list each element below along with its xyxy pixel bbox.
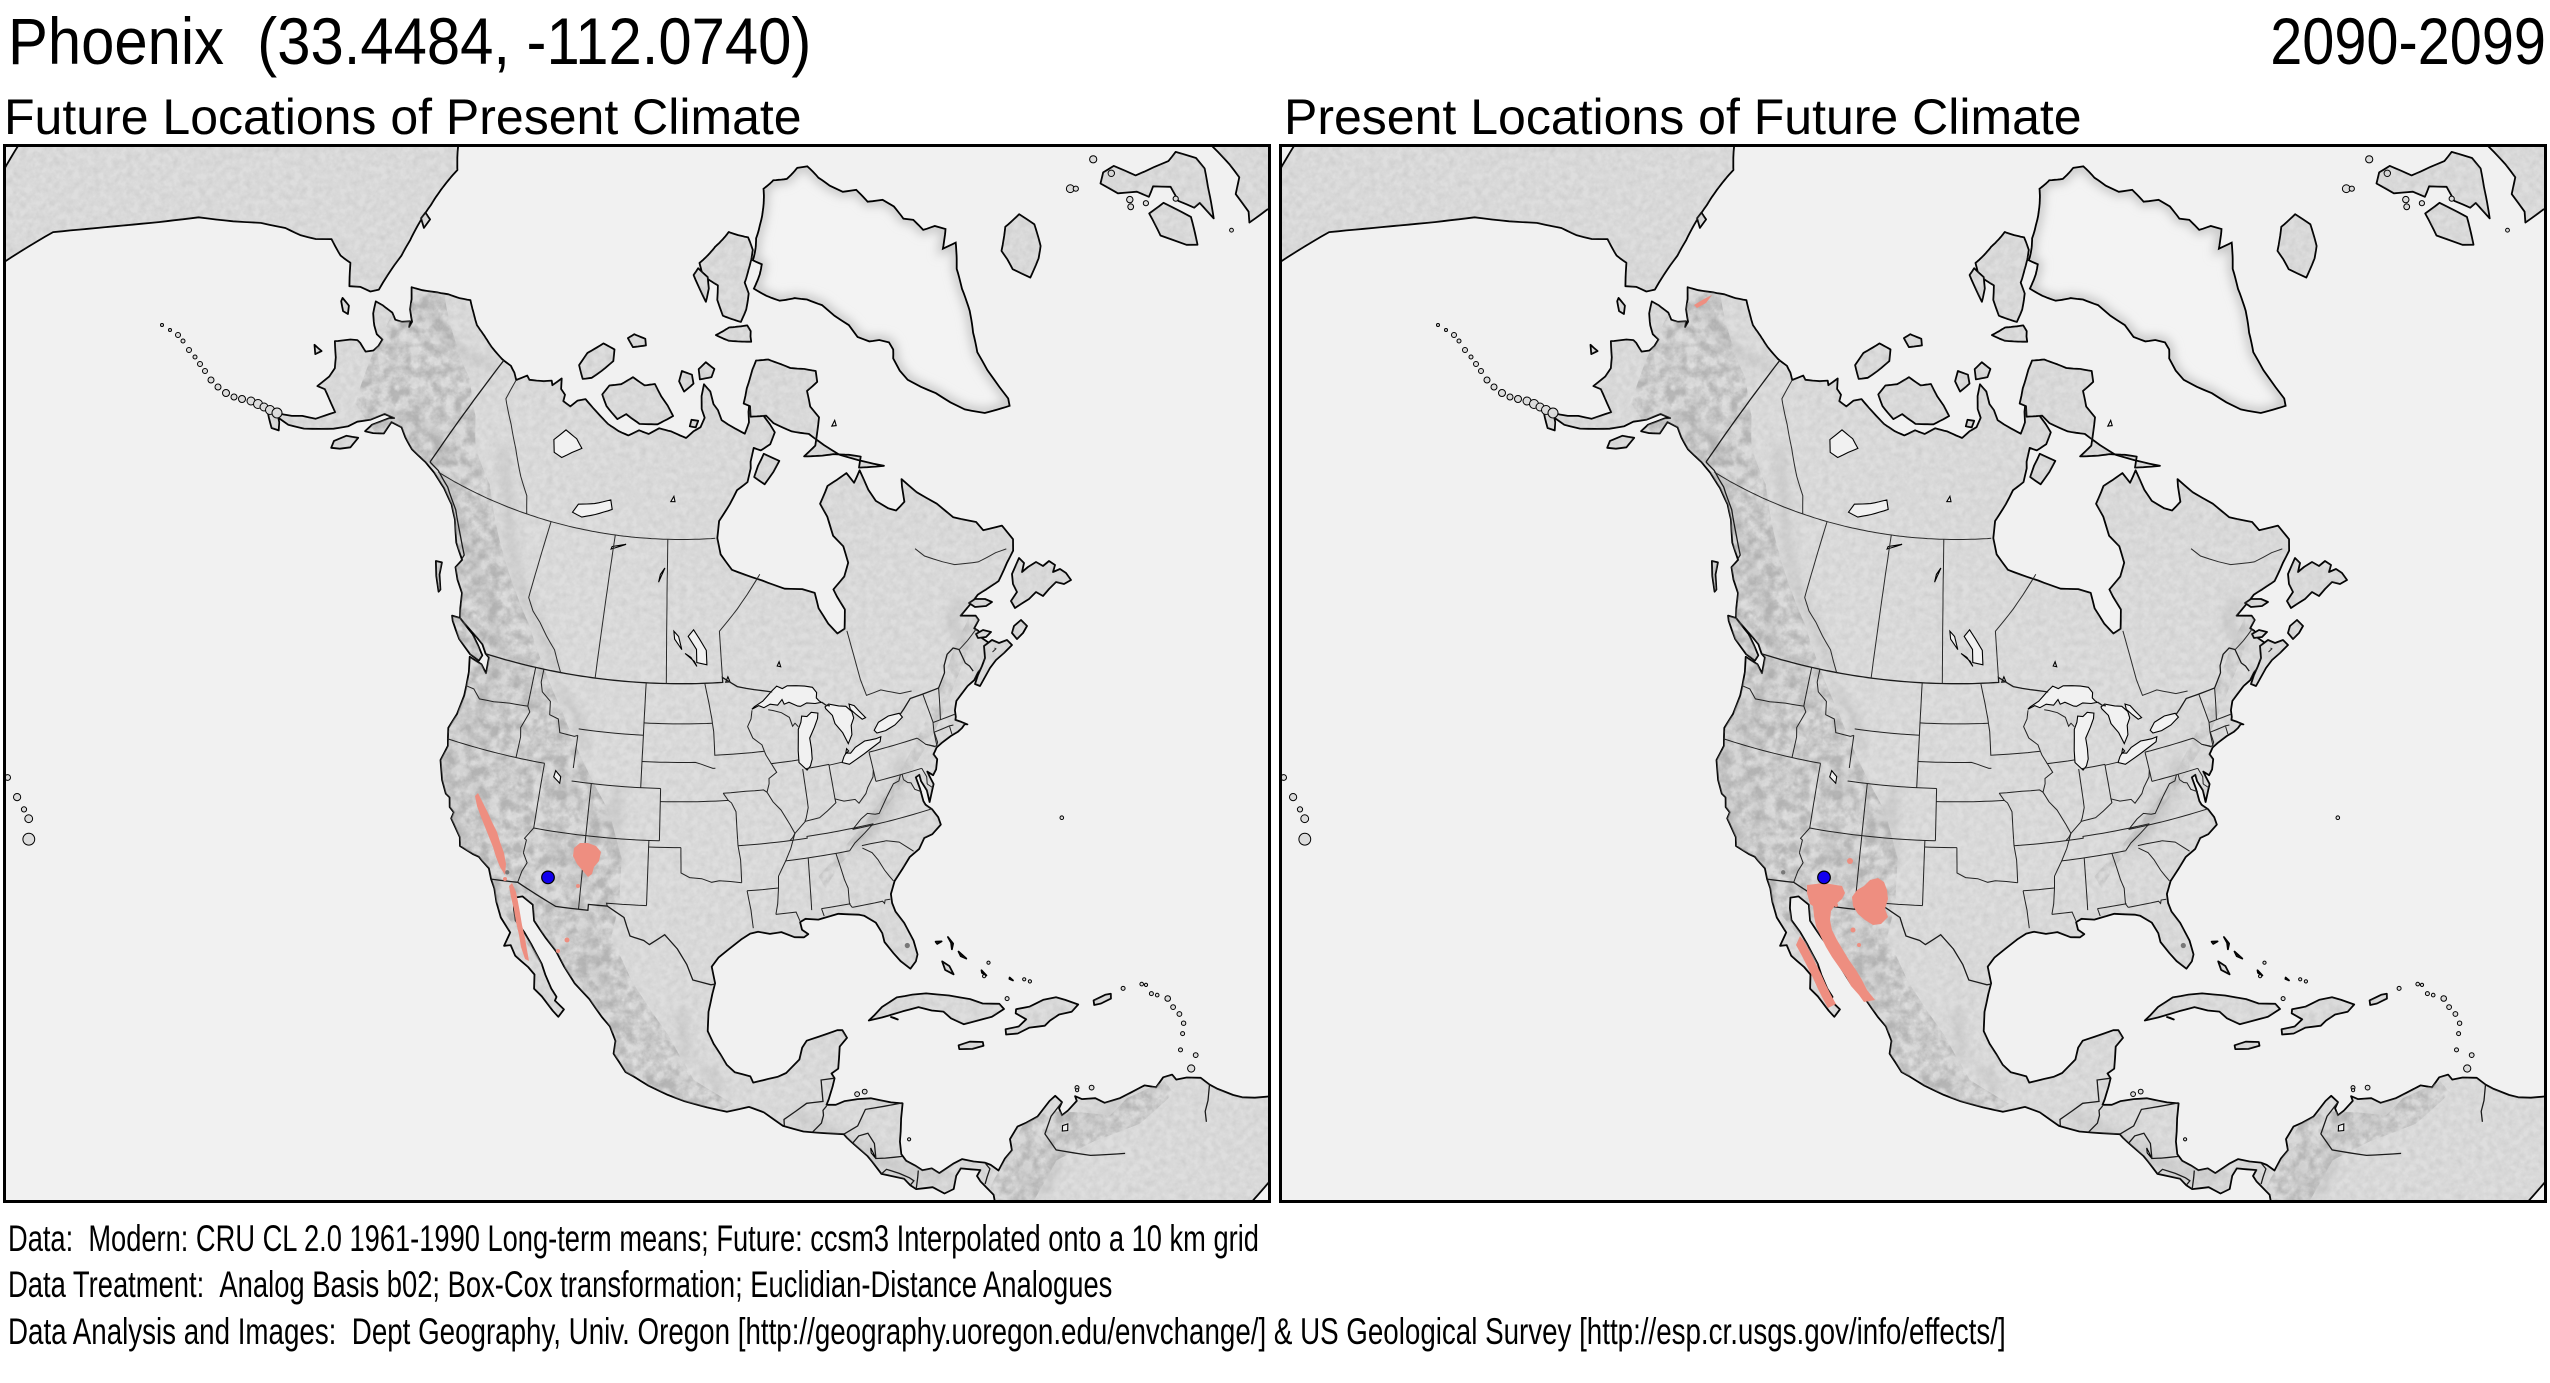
svg-text:2090-2099: 2090-2099: [2270, 5, 2546, 78]
svg-text:Future Locations of Present Cl: Future Locations of Present Climate: [4, 89, 802, 145]
svg-text:Data Treatment: Analog Basis: Data Treatment: Analog Basis b02; Box-Co…: [8, 1264, 1112, 1305]
svg-text:Phoenix (33.4484, -112.0740): Phoenix (33.4484, -112.0740): [8, 5, 811, 78]
svg-text:Data Analysis and Images: Dep: Data Analysis and Images: Dept Geography…: [8, 1310, 2006, 1352]
svg-text:Present Locations of Future Cl: Present Locations of Future Climate: [1284, 89, 2082, 145]
svg-text:Data: Modern: CRU CL 2.0 1961: Data: Modern: CRU CL 2.0 1961-1990 Long-…: [8, 1218, 1259, 1259]
